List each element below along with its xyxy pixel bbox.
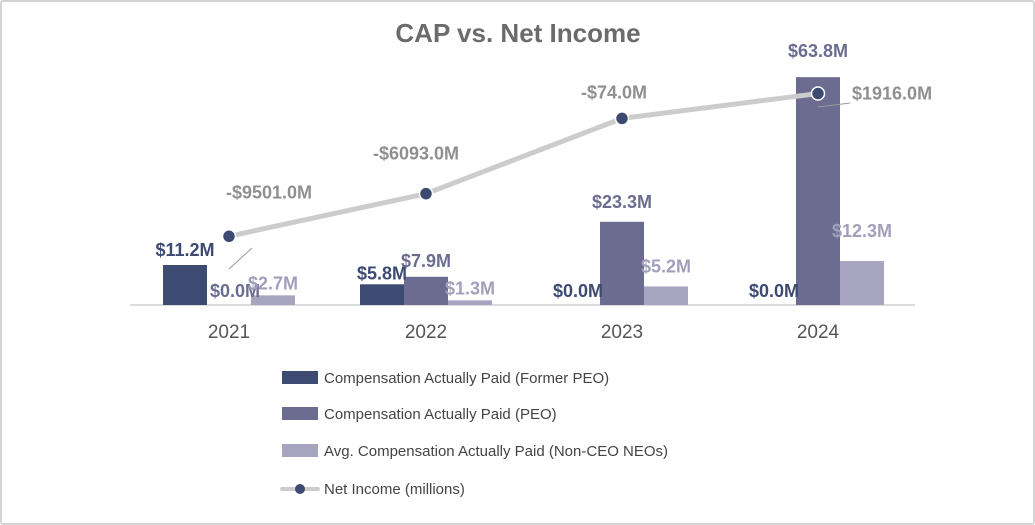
net-income-leader-2021 — [228, 247, 253, 270]
bar-former-2022 — [360, 284, 404, 305]
legend-swatch-marker — [295, 484, 305, 494]
legend-item-neo: Avg. Compensation Actually Paid (Non-CEO… — [282, 443, 668, 460]
bar-peo-2022 — [404, 276, 448, 305]
net-income-marker-2022 — [418, 186, 434, 201]
net-income-marker-2023 — [614, 111, 630, 126]
x-tick-label-2021: 2021 — [208, 322, 250, 343]
legend-item-former: Compensation Actually Paid (Former PEO) — [282, 370, 609, 387]
data-label-peo-2024: $63.8M — [788, 41, 848, 61]
net-income-marker-2024 — [810, 86, 826, 101]
legend-item-net: Net Income (millions) — [280, 481, 465, 498]
x-tick-label-2022: 2022 — [405, 322, 447, 343]
bar-neo-2021 — [251, 295, 295, 305]
data-label-peo-2021: $0.0M — [210, 281, 260, 301]
net-income-label-2024: $1916.0M — [852, 84, 932, 104]
legend-label-former: Compensation Actually Paid (Former PEO) — [324, 370, 609, 387]
data-label-former-2022: $5.8M — [357, 263, 407, 283]
data-label-former-2023: $0.0M — [553, 281, 603, 301]
data-label-peo-2023: $23.3M — [592, 192, 652, 212]
legend-label-neo: Avg. Compensation Actually Paid (Non-CEO… — [324, 443, 668, 460]
net-income-line — [226, 91, 821, 239]
data-label-former-2021: $11.2M — [155, 240, 214, 260]
legend-swatch-former — [282, 371, 318, 384]
bar-neo-2023 — [644, 286, 688, 305]
data-label-neo-2024: $12.3M — [832, 221, 892, 241]
data-label-neo-2022: $1.3M — [445, 278, 495, 298]
net-income-label-2021: -$9501.0M — [226, 182, 312, 202]
data-label-neo-2023: $5.2M — [641, 256, 691, 276]
data-label-peo-2022: $7.9M — [401, 251, 451, 271]
x-tick-label-2024: 2024 — [797, 322, 840, 343]
legend-swatch-peo — [282, 407, 318, 420]
legend-item-peo: Compensation Actually Paid (PEO) — [282, 406, 557, 423]
bar-neo-2022 — [448, 300, 492, 305]
bar-former-2021 — [163, 265, 207, 305]
net-income-leader-2024 — [817, 102, 851, 108]
data-label-neo-2021: $2.7M — [248, 273, 298, 293]
legend-label-net: Net Income (millions) — [324, 481, 465, 498]
chart-title: CAP vs. Net Income — [395, 18, 640, 48]
bar-peo-2024 — [796, 77, 840, 306]
net-income-label-2022: -$6093.0M — [373, 144, 459, 164]
legend-swatch-neo — [282, 444, 318, 457]
data-label-former-2024: $0.0M — [749, 281, 799, 301]
legend-label-peo: Compensation Actually Paid (PEO) — [324, 406, 557, 423]
net-income-marker-2021 — [221, 229, 237, 244]
net-income-label-2023: -$74.0M — [581, 82, 647, 102]
bar-peo-2023 — [600, 221, 644, 305]
bar-neo-2024 — [840, 261, 884, 305]
x-tick-label-2023: 2023 — [601, 322, 643, 343]
